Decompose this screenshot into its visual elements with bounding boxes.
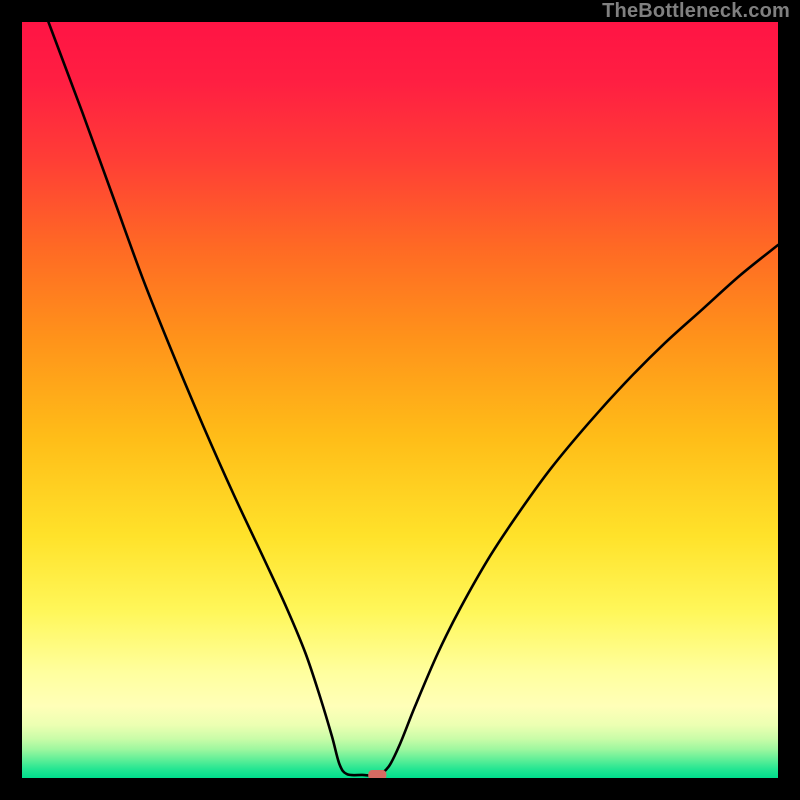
optimal-point-marker <box>368 770 386 778</box>
gradient-background <box>22 22 778 778</box>
watermark-text: TheBottleneck.com <box>602 0 790 23</box>
plot-area <box>22 22 778 778</box>
bottleneck-curve-chart <box>22 22 778 778</box>
chart-frame: TheBottleneck.com <box>0 0 800 800</box>
